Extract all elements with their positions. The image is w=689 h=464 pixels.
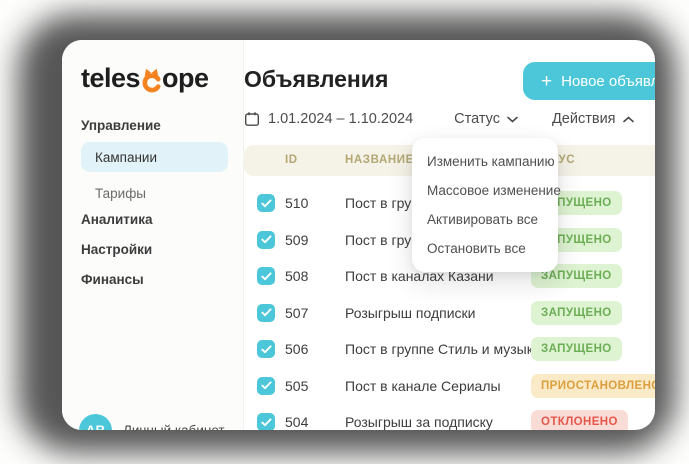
brand-logo-text-post: ope bbox=[162, 63, 209, 93]
table-row[interactable]: 504 Розыгрыш за подписку ОТКЛОНЕНО bbox=[244, 404, 655, 430]
table-body: 510 Пост в группе ЗАПУЩЕНО 509 Пост в гр… bbox=[244, 185, 655, 430]
check-icon bbox=[260, 344, 272, 353]
row-checkbox[interactable] bbox=[257, 303, 275, 322]
row-name: Розыгрыш подписки bbox=[345, 304, 476, 321]
row-id: 506 bbox=[285, 341, 309, 357]
main-content: Объявления + Новое объявление 1.01.2024 … bbox=[244, 40, 655, 430]
new-announcement-button-label: Новое объявление bbox=[561, 72, 655, 90]
chevron-up-icon bbox=[622, 115, 634, 122]
sidebar-item-campaigns[interactable]: Кампании bbox=[81, 142, 228, 172]
status-badge: ЗАПУЩЕНО bbox=[531, 337, 622, 361]
row-checkbox[interactable] bbox=[257, 340, 275, 358]
row-id: 510 bbox=[285, 195, 309, 211]
check-icon bbox=[260, 417, 272, 426]
check-icon bbox=[260, 271, 272, 280]
table-row[interactable]: 510 Пост в группе ЗАПУЩЕНО bbox=[244, 185, 655, 222]
brand-logo-text-pre: teles bbox=[81, 63, 141, 93]
check-icon bbox=[260, 381, 272, 390]
row-id: 507 bbox=[285, 304, 309, 321]
row-checkbox[interactable] bbox=[257, 267, 275, 285]
table-row[interactable]: 507 Розыгрыш подписки ЗАПУЩЕНО bbox=[244, 295, 655, 332]
chevron-down-icon bbox=[507, 116, 518, 123]
table-row[interactable]: 505 Пост в канале Сериалы ПРИОСТАНОВЛЕНО bbox=[244, 368, 655, 405]
row-checkbox[interactable] bbox=[257, 376, 275, 395]
status-badge: ЗАПУЩЕНО bbox=[531, 300, 622, 325]
calendar-icon bbox=[244, 111, 260, 127]
status-filter-dropdown[interactable]: Статус bbox=[454, 111, 518, 127]
table-row[interactable]: 506 Пост в группе Стиль и музыка ЗАПУЩЕН… bbox=[244, 331, 655, 368]
row-name: Розыгрыш за подписку bbox=[345, 414, 493, 430]
app-window: teles ope Управление Кампании Тарифы Ана… bbox=[62, 40, 655, 430]
row-name: Пост в канале Сериалы bbox=[345, 377, 501, 394]
column-header-name: НАЗВАНИЕ bbox=[345, 154, 414, 166]
status-badge: ЗАПУЩЕНО bbox=[531, 264, 622, 288]
sidebar-item-finance[interactable]: Финансы bbox=[81, 272, 144, 287]
sidebar-item-analytics[interactable]: Аналитика bbox=[81, 212, 153, 227]
sidebar-item-settings[interactable]: Настройки bbox=[81, 242, 153, 257]
row-id: 509 bbox=[285, 231, 309, 248]
row-checkbox[interactable] bbox=[257, 413, 275, 430]
check-icon bbox=[260, 235, 272, 244]
check-icon bbox=[260, 198, 272, 207]
column-header-id: ID bbox=[285, 154, 298, 166]
row-name: Пост в каналах Казани bbox=[345, 268, 494, 284]
sidebar-item-campaigns-label: Кампании bbox=[95, 149, 158, 165]
profile-label: Личный кабинет bbox=[123, 423, 225, 430]
row-name: Пост в группе bbox=[345, 195, 435, 211]
status-filter-label: Статус bbox=[454, 111, 500, 127]
row-name: Пост в группе Стиль и музыка bbox=[345, 341, 541, 357]
check-icon bbox=[260, 308, 272, 317]
actions-menu-item[interactable]: Массовое изменение bbox=[427, 183, 561, 198]
row-checkbox[interactable] bbox=[257, 194, 275, 212]
status-badge: ОТКЛОНЕНО bbox=[531, 410, 628, 430]
row-id: 504 bbox=[285, 414, 309, 430]
page-title: Объявления bbox=[244, 66, 389, 92]
row-id: 508 bbox=[285, 268, 309, 284]
brand-logo: teles ope bbox=[81, 63, 209, 94]
actions-menu-item[interactable]: Остановить все bbox=[427, 241, 526, 256]
sidebar-section-management: Управление bbox=[81, 118, 161, 133]
new-announcement-button[interactable]: + Новое объявление bbox=[523, 62, 655, 100]
actions-dropdown-menu: Изменить кампанию Массовое изменение Акт… bbox=[412, 138, 561, 272]
filter-row: 1.01.2024 – 1.10.2024 Статус Действия bbox=[244, 108, 634, 130]
table-row[interactable]: 508 Пост в каналах Казани ЗАПУЩЕНО bbox=[244, 258, 655, 295]
cat-c-icon bbox=[142, 68, 161, 92]
row-id: 505 bbox=[285, 377, 309, 394]
row-checkbox[interactable] bbox=[257, 230, 275, 249]
profile-link[interactable]: АВ Личный кабинет bbox=[79, 414, 225, 430]
sidebar: teles ope Управление Кампании Тарифы Ана… bbox=[62, 40, 244, 430]
row-name: Пост в группе bbox=[345, 231, 435, 248]
actions-dropdown-toggle[interactable]: Действия bbox=[552, 111, 634, 127]
sidebar-item-tariffs[interactable]: Тарифы bbox=[95, 186, 147, 201]
actions-menu-item[interactable]: Активировать все bbox=[427, 212, 538, 227]
status-badge: ПРИОСТАНОВЛЕНО bbox=[531, 373, 655, 398]
actions-dropdown-label: Действия bbox=[551, 111, 616, 127]
date-range-filter[interactable]: 1.01.2024 – 1.10.2024 bbox=[268, 111, 414, 127]
actions-menu-item[interactable]: Изменить кампанию bbox=[427, 154, 555, 169]
avatar: АВ bbox=[79, 414, 112, 430]
plus-icon: + bbox=[541, 70, 553, 92]
